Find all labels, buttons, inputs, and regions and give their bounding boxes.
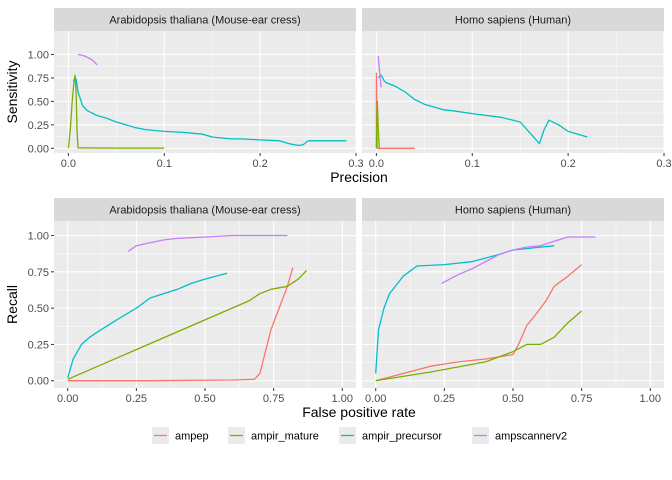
y-tick-label: 0.50	[28, 96, 49, 108]
facet-strip-title: Arabidopsis thaliana (Mouse-ear cress)	[109, 15, 300, 27]
x-tick-label: 0.75	[571, 393, 592, 405]
series-line-ampir_precursor	[377, 74, 588, 145]
x-tick-label: 1.00	[640, 393, 661, 405]
x-tick-label: 0.75	[263, 393, 284, 405]
y-tick-label: 1.00	[28, 231, 49, 243]
facet-panel-2-2: Homo sapiens (Human) 0.00 0.25 0.50 0.75 1.00	[362, 198, 664, 405]
y-tick-label: 0.25	[28, 339, 49, 351]
x-tick-label: 0.50	[194, 393, 215, 405]
series-line-ampep	[375, 264, 583, 382]
legend-label: ampir_precursor	[362, 431, 442, 443]
x-tick-label: 0.00	[57, 393, 78, 405]
series-line-ampscannerv2	[127, 234, 288, 253]
x-tick-label: 0.2	[560, 158, 575, 170]
series-line-ampep	[67, 267, 294, 382]
y-tick-label: 0.25	[28, 120, 49, 132]
series-line-ampir_mature	[375, 310, 583, 382]
facet-strip	[54, 198, 356, 221]
x-tick-label: 0.2	[252, 158, 267, 170]
legend-item-ampir_mature: ampir_mature	[228, 427, 319, 444]
x-tick-label: 0.25	[126, 393, 147, 405]
series-line-ampir_mature	[375, 100, 380, 149]
facet-strip	[54, 8, 356, 31]
x-tick-label: 0.00	[365, 393, 386, 405]
x-tick-label: 0.0	[369, 158, 384, 170]
legend-item-ampir_precursor: ampir_precursor	[339, 427, 442, 444]
legend-item-ampscannerv2: ampscannerv2	[472, 427, 567, 444]
facet-panel-1-2: Homo sapiens (Human) 0.0 0.1 0.2 0.3	[362, 8, 672, 170]
x-axis-title: False positive rate	[302, 404, 416, 420]
y-tick-label: 0.75	[28, 267, 49, 279]
facet-panel-2-1: Arabidopsis thaliana (Mouse-ear cress) 0.…	[28, 198, 356, 405]
panel-background	[54, 31, 356, 153]
facet-strip-title: Arabidopsis thaliana (Mouse-ear cress)	[109, 205, 300, 217]
legend-label: ampir_mature	[251, 431, 319, 443]
x-tick-label: 0.0	[61, 158, 76, 170]
y-tick-label: 1.00	[28, 49, 49, 61]
panel-background	[362, 31, 664, 153]
x-tick-label: 0.50	[502, 393, 523, 405]
facet-strip	[362, 8, 664, 31]
legend: ampep ampir_mature ampir_precursor ampscann…	[152, 427, 567, 444]
y-tick-label: 0.00	[28, 143, 49, 155]
y-axis-title: Sensitivity	[4, 60, 20, 123]
facet-strip-title: Homo sapiens (Human)	[455, 15, 571, 27]
series-line-ampscannerv2	[77, 53, 98, 66]
facet-panel-1-1: Arabidopsis thaliana (Mouse-ear cress) 0.…	[28, 8, 364, 170]
series-line-ampep	[375, 72, 415, 149]
series-line-ampir_mature	[67, 269, 308, 380]
x-tick-label: 0.1	[157, 158, 172, 170]
series-line-ampir_precursor	[72, 78, 347, 147]
y-tick-label: 0.50	[28, 303, 49, 315]
series-line-ampir_precursor	[67, 272, 228, 378]
y-axis-title: Recall	[4, 285, 20, 324]
facet-strip	[362, 198, 664, 221]
facet-strip-title: Homo sapiens (Human)	[455, 205, 571, 217]
legend-item-ampep: ampep	[152, 427, 209, 444]
series-line-ampir_precursor	[375, 245, 555, 374]
x-tick-label: 0.3	[656, 158, 671, 170]
legend-label: ampscannerv2	[495, 431, 567, 443]
series-line-ampscannerv2	[377, 56, 382, 88]
y-tick-label: 0.75	[28, 73, 49, 85]
series-line-ampir_mature	[67, 74, 165, 149]
y-tick-label: 0.00	[28, 376, 49, 388]
legend-label: ampep	[175, 431, 209, 443]
x-tick-label: 0.25	[434, 393, 455, 405]
x-tick-label: 0.3	[348, 158, 363, 170]
x-tick-label: 1.00	[332, 393, 353, 405]
plot-area: Arabidopsis thaliana (Mouse-ear cress) 0.…	[4, 8, 672, 420]
series-line-ampscannerv2	[441, 236, 596, 284]
x-axis-title: Precision	[330, 169, 388, 185]
x-tick-label: 0.1	[465, 158, 480, 170]
